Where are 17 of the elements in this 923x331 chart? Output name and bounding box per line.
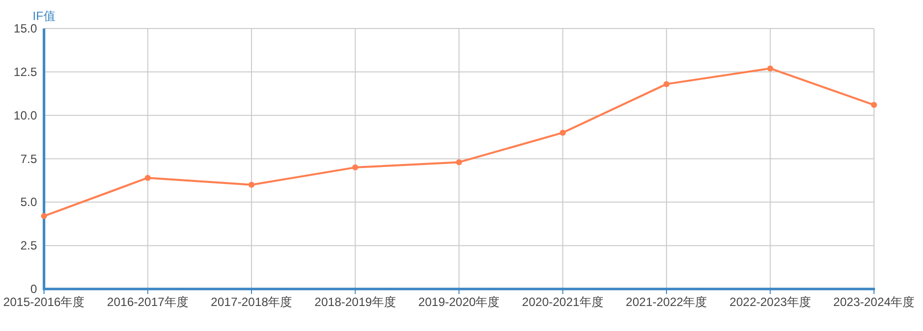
y-tick-label: 10.0 (14, 108, 37, 122)
x-tick-label: 2019-2020年度 (418, 295, 500, 309)
x-tick-label: 2017-2018年度 (210, 295, 292, 309)
x-tick-label: 2020-2021年度 (522, 295, 604, 309)
x-tick-label: 2022-2023年度 (730, 295, 811, 309)
y-tick-label: 5.0 (20, 195, 37, 210)
x-tick-label: 2015-2016年度 (3, 295, 85, 309)
y-tick-label: 0 (30, 282, 37, 296)
y-tick-label: 7.5 (20, 152, 37, 166)
y-axis-title: IF值 (32, 9, 56, 23)
y-tick-label: 2.5 (20, 238, 37, 253)
y-tick-label: 15.0 (14, 22, 37, 36)
y-tick-label: 12.5 (14, 64, 37, 79)
x-tick-label: 2021-2022年度 (626, 295, 708, 309)
x-tick-label: 2016-2017年度 (107, 295, 188, 309)
x-tick-label: 2023-2024年度 (833, 295, 915, 309)
x-tick-label: 2018-2019年度 (314, 295, 396, 309)
